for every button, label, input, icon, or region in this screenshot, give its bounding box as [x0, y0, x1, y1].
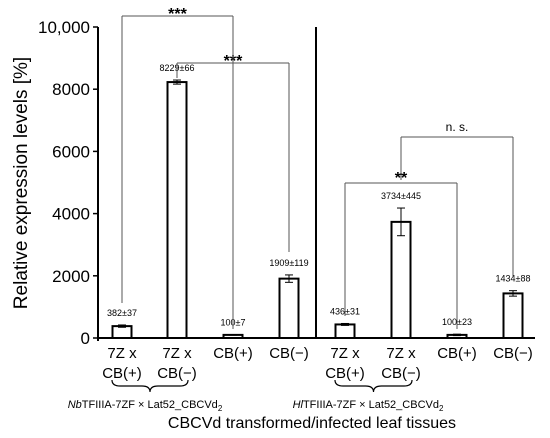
bar [390, 220, 412, 340]
data-label: 3734±445 [381, 191, 421, 201]
category-label: 7Z x [330, 345, 360, 362]
category-label: CB(+) [213, 345, 253, 362]
bar [111, 325, 133, 340]
data-label: 1909±119 [269, 258, 308, 268]
category-label: 7Z x [107, 345, 137, 362]
y-axis-title: Relative expression levels [%] [11, 57, 32, 309]
data-label: 1434±88 [496, 274, 531, 284]
group-label: NbTFIIIA-7ZF × Lat52_CBCVd2 [68, 399, 223, 413]
x-axis-title: CBCVd transformed/infected leaf tissues [168, 415, 456, 432]
category-label: CB(−) [493, 345, 533, 362]
significance-label: ** [395, 170, 408, 187]
bar [502, 292, 524, 339]
y-tick-label: 0 [81, 329, 90, 348]
significance-label: n. s. [446, 120, 469, 134]
bar [278, 277, 300, 339]
data-label: 382±37 [107, 308, 137, 318]
bar [166, 81, 188, 340]
y-tick-label: 4000 [52, 205, 90, 224]
category-label: CB(+) [437, 345, 477, 362]
significance-label: *** [168, 6, 187, 23]
category-label: CB(−) [381, 365, 421, 382]
group-brace [334, 379, 413, 393]
category-label: CB(+) [325, 365, 365, 382]
y-tick-label: 10,000 [38, 18, 90, 37]
y-tick-label: 2000 [52, 267, 90, 286]
category-label: 7Z x [386, 345, 416, 362]
category-label: 7Z x [162, 345, 192, 362]
bar [334, 323, 356, 339]
category-label: CB(−) [157, 365, 197, 382]
group-brace [111, 379, 189, 393]
y-tick-label: 6000 [52, 142, 90, 161]
group-label: HlTFIIIA-7ZF × Lat52_CBCVd2 [293, 399, 444, 413]
category-label: CB(+) [102, 365, 142, 382]
y-tick-label: 8000 [52, 80, 90, 99]
category-label: CB(−) [269, 345, 309, 362]
